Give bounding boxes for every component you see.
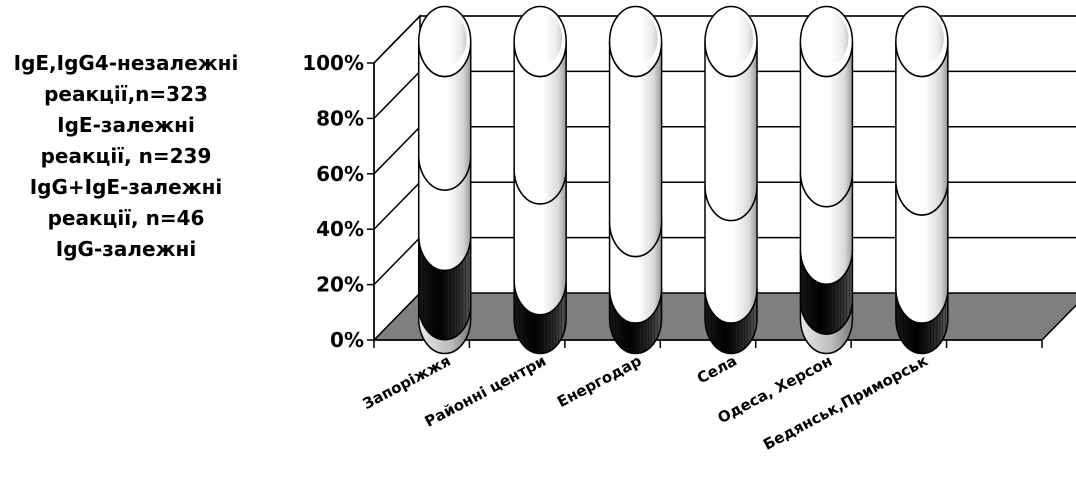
y-tick-label: 100% bbox=[302, 51, 364, 75]
cylinder-cap-shade bbox=[524, 12, 563, 65]
legend-line: IgG-залежні bbox=[55, 237, 197, 261]
cylinder-segment-texture bbox=[705, 288, 757, 354]
y-tick-label: 80% bbox=[316, 106, 364, 130]
cylinder-segment-texture bbox=[800, 249, 853, 335]
cylinder bbox=[895, 5, 949, 355]
legend-line: реакції, n=46 bbox=[47, 206, 205, 230]
cylinder-cap-shade bbox=[905, 12, 944, 65]
x-category-label: Села bbox=[694, 352, 740, 388]
legend-line: IgE,IgG4-незалежні bbox=[13, 51, 239, 75]
cylinder-cap-shade bbox=[810, 12, 849, 65]
y-tick-label: 60% bbox=[316, 162, 364, 186]
legend-line: IgE-залежні bbox=[57, 113, 195, 137]
y-tick-label: 0% bbox=[330, 328, 364, 352]
legend-line: реакції,n=323 bbox=[44, 82, 208, 106]
cylinder bbox=[799, 5, 854, 355]
y-tick-label: 20% bbox=[316, 273, 364, 297]
cylinder-cap-shade bbox=[428, 12, 467, 65]
cylinder bbox=[608, 5, 663, 355]
cylinder-segment-texture bbox=[609, 288, 662, 354]
cylinder-segment-texture bbox=[514, 279, 567, 354]
cylinder-cap-shade bbox=[715, 12, 753, 65]
legend-line: IgG+IgE-залежні bbox=[29, 175, 223, 199]
cylinder bbox=[704, 5, 758, 355]
legend-line: реакції, n=239 bbox=[40, 144, 212, 168]
cylinder bbox=[513, 5, 567, 355]
gridline bbox=[373, 15, 1076, 64]
x-category-label: Запоріжжя bbox=[360, 352, 454, 413]
cylinder bbox=[417, 5, 472, 355]
x-category-label: Бедянськ,Приморськ bbox=[760, 352, 931, 454]
cylinder-cap-shade bbox=[619, 12, 658, 65]
chart-side-wall bbox=[373, 14, 421, 342]
y-tick-label: 40% bbox=[316, 217, 364, 241]
cylinder-segment-texture bbox=[895, 288, 948, 354]
x-category-label: Енергодар bbox=[554, 352, 644, 412]
legend: IgE,IgG4-незалежні реакції,n=323 IgE-зал… bbox=[0, 48, 252, 265]
cylinder-segment-texture bbox=[418, 235, 471, 340]
